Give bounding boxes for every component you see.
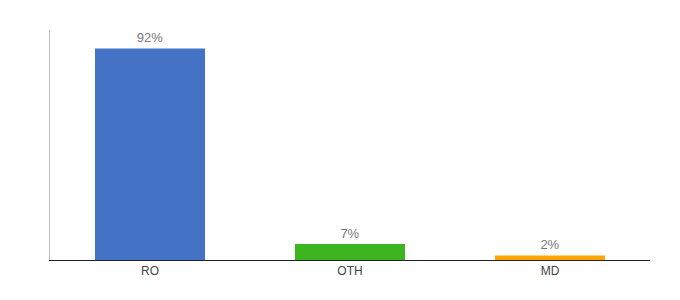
svg-text:92%: 92% xyxy=(137,30,163,45)
svg-text:RO: RO xyxy=(141,264,159,278)
svg-text:OTH: OTH xyxy=(337,264,362,278)
svg-text:7%: 7% xyxy=(340,226,359,241)
svg-text:MD: MD xyxy=(541,264,560,278)
svg-text:2%: 2% xyxy=(540,237,559,252)
